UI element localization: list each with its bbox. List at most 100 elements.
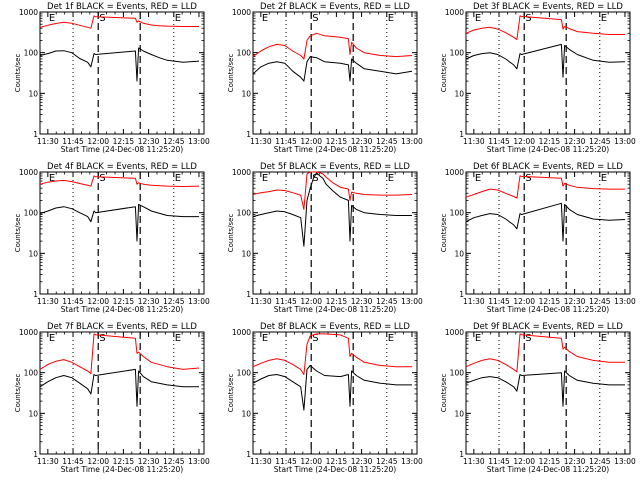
event-marker-label: E xyxy=(601,173,607,184)
series-lld-line xyxy=(39,15,199,29)
panel-5: Det 5f BLACK = Events, RED = LLD 1 10 100 10… xyxy=(227,162,423,314)
y-axis-label: Counts/sec xyxy=(227,214,235,253)
x-tick-label: 12:15 xyxy=(539,297,561,306)
x-tick-label: 11:30 xyxy=(37,297,59,306)
panel-4: Det 4f BLACK = Events, RED = LLD 1 10 100 10… xyxy=(14,162,210,314)
y-tick-label: 1 xyxy=(246,450,251,459)
plot-frame xyxy=(252,331,418,455)
event-marker-label: S xyxy=(525,13,531,24)
plot-frame xyxy=(465,171,631,295)
event-marker-label: E xyxy=(475,333,481,344)
y-tick-label: 1000 xyxy=(445,328,464,337)
x-tick-label: 11:45 xyxy=(488,297,510,306)
x-tick-label: 13:00 xyxy=(188,457,210,466)
x-tick-label: 12:00 xyxy=(300,297,322,306)
y-axis-label: Counts/sec xyxy=(14,54,22,93)
x-tick-label: 11:30 xyxy=(463,137,485,146)
panel-title: Det 8f BLACK = Events, RED = LLD xyxy=(260,322,410,332)
y-tick-label: 10 xyxy=(241,89,251,98)
panel-7: Det 7f BLACK = Events, RED = LLD 1 10 100 10… xyxy=(14,322,210,474)
plot-frame xyxy=(465,11,631,135)
x-tick-label: 12:00 xyxy=(87,457,109,466)
y-tick-label: 1 xyxy=(33,450,38,459)
y-tick-label: 100 xyxy=(24,49,39,58)
series-events-line xyxy=(39,47,200,82)
event-marker-label: E xyxy=(175,333,181,344)
panel-title: Det 9f BLACK = Events, RED = LLD xyxy=(473,322,623,332)
y-tick-label: 10 xyxy=(28,249,38,258)
y-tick-label: 1 xyxy=(33,290,38,299)
x-tick-label: 12:30 xyxy=(564,457,586,466)
y-tick-label: 100 xyxy=(450,49,465,58)
x-tick-label: 12:15 xyxy=(326,297,348,306)
x-tick-label: 12:30 xyxy=(351,137,373,146)
series-events-line xyxy=(465,202,626,242)
event-marker-label: E xyxy=(475,13,481,24)
event-marker-label: E xyxy=(49,173,55,184)
series-events-line xyxy=(465,43,626,78)
series-lld-line xyxy=(465,15,625,41)
y-tick-label: 10 xyxy=(454,409,464,418)
x-tick-label: 12:45 xyxy=(163,457,185,466)
panel-title: Det 2f BLACK = Events, RED = LLD xyxy=(260,2,410,12)
x-tick-label: 11:30 xyxy=(250,457,272,466)
x-tick-label: 11:45 xyxy=(275,457,297,466)
x-tick-label: 11:45 xyxy=(275,137,297,146)
event-marker-label: S xyxy=(525,173,531,184)
x-axis-label: Start Time (24-Dec-08 11:25:20) xyxy=(487,145,609,154)
x-tick-label: 12:45 xyxy=(589,457,611,466)
y-tick-label: 1000 xyxy=(19,168,38,177)
x-tick-label: 12:00 xyxy=(300,137,322,146)
event-marker-label: S xyxy=(99,333,105,344)
y-tick-label: 100 xyxy=(450,369,465,378)
y-tick-label: 1000 xyxy=(232,328,251,337)
x-tick-label: 12:00 xyxy=(300,457,322,466)
series-lld-line xyxy=(252,32,413,60)
y-tick-label: 1000 xyxy=(232,168,251,177)
event-marker-label: E xyxy=(175,13,181,24)
event-marker-label: E xyxy=(262,13,268,24)
x-tick-label: 11:45 xyxy=(62,137,84,146)
series-events-line xyxy=(252,56,413,82)
x-tick-label: 12:30 xyxy=(564,137,586,146)
x-tick-label: 12:15 xyxy=(326,457,348,466)
x-tick-label: 11:45 xyxy=(488,137,510,146)
x-tick-label: 12:00 xyxy=(513,457,535,466)
event-marker-label: E xyxy=(388,333,394,344)
x-tick-label: 12:30 xyxy=(351,297,373,306)
x-axis-label: Start Time (24-Dec-08 11:25:20) xyxy=(274,145,396,154)
x-tick-label: 13:00 xyxy=(401,137,423,146)
x-tick-label: 11:45 xyxy=(62,457,84,466)
panel-2: Det 2f BLACK = Events, RED = LLD 1 10 100 10… xyxy=(227,2,423,154)
x-tick-label: 12:00 xyxy=(87,297,109,306)
event-marker-label: E xyxy=(388,173,394,184)
panel-title: Det 6f BLACK = Events, RED = LLD xyxy=(473,162,623,172)
event-marker-label: E xyxy=(601,13,607,24)
x-tick-label: 11:30 xyxy=(37,457,59,466)
y-tick-label: 1 xyxy=(459,130,464,139)
panel-9: Det 9f BLACK = Events, RED = LLD 1 10 100 10… xyxy=(440,322,636,474)
y-axis-label: Counts/sec xyxy=(440,374,448,413)
plot-frame xyxy=(39,171,205,295)
y-axis-label: Counts/sec xyxy=(227,54,235,93)
y-axis-label: Counts/sec xyxy=(14,214,22,253)
panel-title: Det 1f BLACK = Events, RED = LLD xyxy=(47,2,197,12)
panel-title: Det 7f BLACK = Events, RED = LLD xyxy=(47,322,197,332)
y-tick-label: 1000 xyxy=(19,8,38,17)
x-tick-label: 12:00 xyxy=(513,297,535,306)
x-tick-label: 12:30 xyxy=(138,457,160,466)
x-tick-label: 12:45 xyxy=(376,297,398,306)
x-axis-label: Start Time (24-Dec-08 11:25:20) xyxy=(61,145,183,154)
event-marker-label: S xyxy=(525,333,531,344)
series-events-line xyxy=(39,203,199,242)
y-axis-label: Counts/sec xyxy=(14,374,22,413)
y-tick-label: 100 xyxy=(237,49,252,58)
event-marker-label: E xyxy=(475,173,481,184)
x-tick-label: 13:00 xyxy=(188,297,210,306)
y-tick-label: 1 xyxy=(33,130,38,139)
event-marker-label: S xyxy=(312,173,318,184)
x-axis-label: Start Time (24-Dec-08 11:25:20) xyxy=(487,305,609,314)
y-tick-label: 1000 xyxy=(445,168,464,177)
event-marker-label: E xyxy=(49,13,55,24)
y-tick-label: 100 xyxy=(24,369,39,378)
